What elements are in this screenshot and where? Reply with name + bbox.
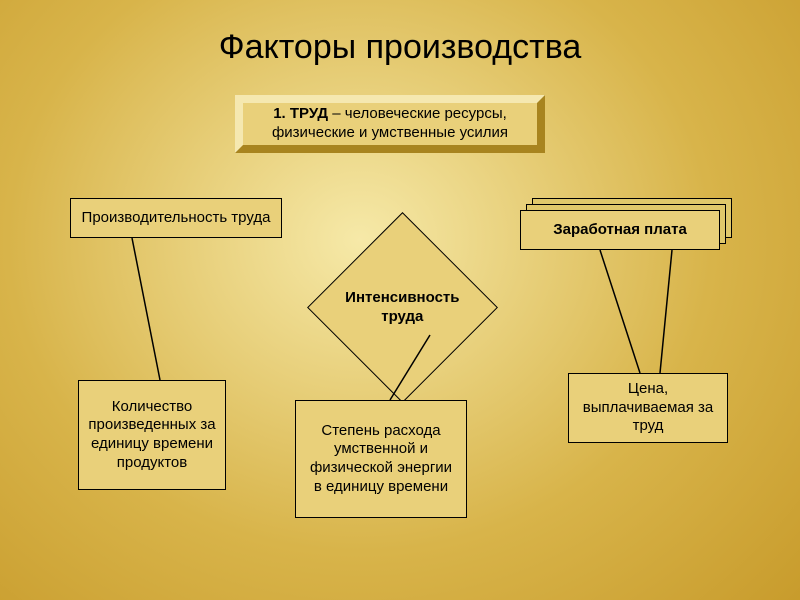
node-wage: Заработная плата bbox=[520, 210, 720, 250]
node-intensity: Интенсивность труда bbox=[307, 212, 498, 403]
page-title: Факторы производства bbox=[0, 0, 800, 67]
node-productivity: Производительность труда bbox=[70, 198, 282, 238]
node-expenditure: Степень расхода умственной и физической … bbox=[295, 400, 467, 518]
node-products: Количество произведенных за единицу врем… bbox=[78, 380, 226, 490]
trud-line2: физические и умственные усилия bbox=[272, 124, 508, 143]
trud-line1: 1. ТРУД – человеческие ресурсы, bbox=[273, 105, 507, 124]
intensity-label: Интенсивность труда bbox=[336, 289, 469, 327]
node-price: Цена, выплачиваемая за труд bbox=[568, 373, 728, 443]
node-trud: 1. ТРУД – человеческие ресурсы, физическ… bbox=[235, 95, 545, 153]
